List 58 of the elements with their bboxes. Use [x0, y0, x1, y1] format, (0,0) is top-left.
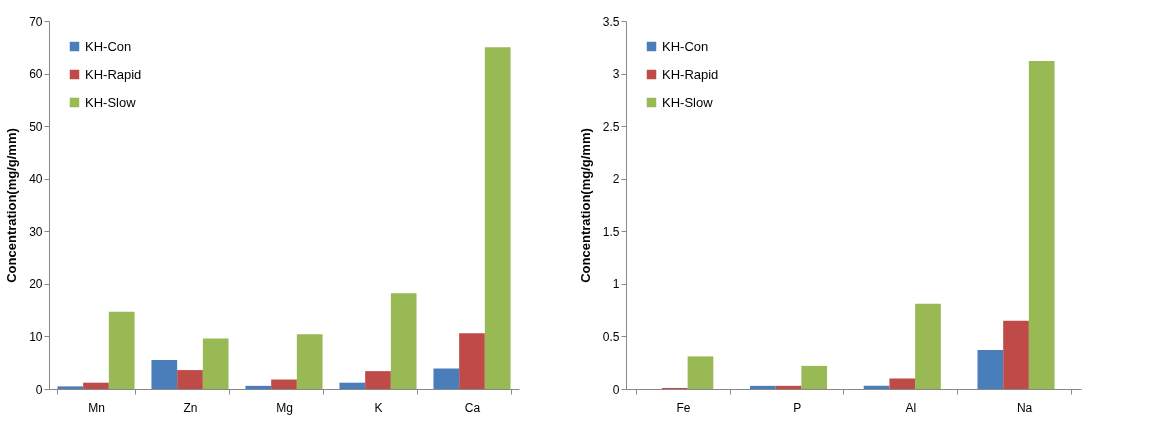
bar — [863, 385, 890, 389]
x-tick-label: Ca — [464, 400, 481, 415]
y-tick-label: 3 — [612, 67, 620, 82]
x-tick-label: P — [793, 400, 802, 415]
bar — [459, 333, 485, 389]
y-tick-label: 2.5 — [602, 119, 620, 134]
bar — [108, 311, 135, 389]
x-tick-label: Fe — [676, 400, 691, 415]
bar — [365, 371, 391, 389]
y-tick-label: 20 — [29, 277, 43, 292]
y-tick-label: 3.5 — [602, 14, 620, 29]
y-tick-label: 0.5 — [602, 329, 620, 344]
y-tick-label: 1 — [612, 277, 620, 292]
y-tick-label: 0 — [612, 382, 620, 397]
legend-label: KH-Slow — [85, 94, 137, 110]
bar — [801, 365, 828, 389]
bar — [1028, 60, 1055, 389]
bar — [339, 382, 366, 389]
bar — [484, 47, 511, 389]
y-axis-title: Concentration(mg/g/mm) — [577, 128, 593, 283]
bar — [245, 385, 272, 389]
bar — [433, 368, 460, 389]
x-tick-label: Al — [905, 400, 917, 415]
y-axis-title: Concentration(mg/g/mm) — [4, 128, 20, 283]
legend-label: KH-Rapid — [85, 66, 142, 82]
y-tick-label: 10 — [29, 329, 43, 344]
y-tick-label: 2 — [612, 172, 620, 187]
bar — [977, 350, 1004, 389]
y-tick-label: 40 — [29, 172, 43, 187]
bar — [1003, 320, 1029, 389]
bar — [151, 360, 178, 389]
bar — [83, 382, 109, 389]
x-tick-label: Mn — [88, 400, 105, 415]
legend-label: KH-Con — [662, 38, 709, 54]
bar — [915, 303, 941, 389]
legend-label: KH-Slow — [662, 94, 714, 110]
y-tick-label: 1.5 — [602, 224, 620, 239]
bar — [177, 370, 203, 389]
bar — [390, 293, 417, 389]
y-tick-label: 30 — [29, 224, 43, 239]
y-tick-label: 50 — [29, 119, 43, 134]
legend-label: KH-Rapid — [662, 66, 719, 82]
bar — [749, 385, 776, 389]
bar — [202, 338, 229, 389]
y-tick-label: 70 — [29, 14, 43, 29]
bar — [296, 334, 323, 389]
y-tick-label: 0 — [35, 382, 43, 397]
x-tick-label: K — [374, 400, 383, 415]
x-tick-label: Mg — [276, 400, 293, 415]
y-tick-label: 60 — [29, 67, 43, 82]
bar — [271, 379, 297, 389]
bar — [57, 386, 84, 389]
bar — [889, 378, 916, 389]
bar — [775, 385, 802, 389]
bar — [687, 356, 714, 389]
x-tick-label: Zn — [183, 400, 198, 415]
legend-label: KH-Con — [85, 38, 132, 54]
x-tick-label: Na — [1016, 400, 1033, 415]
